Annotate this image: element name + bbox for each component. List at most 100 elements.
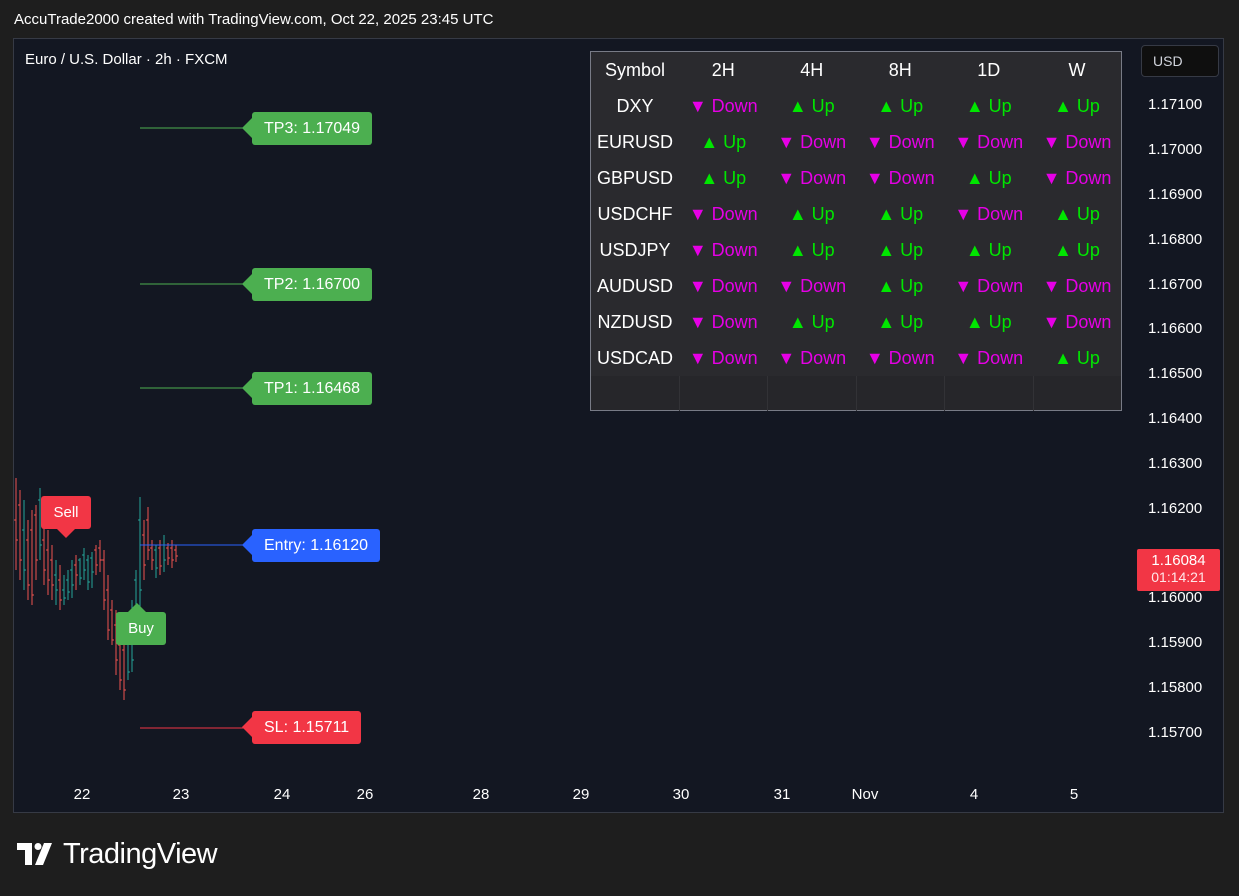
trend-symbol: AUDUSD xyxy=(596,275,673,296)
price-tick: 1.17000 xyxy=(1148,141,1203,158)
trend-cell: ▼ Down xyxy=(777,131,847,152)
trend-cell: ▲ Up xyxy=(965,311,1012,332)
time-tick: 5 xyxy=(1069,786,1079,803)
price-tick: 1.16900 xyxy=(1148,186,1203,203)
trend-symbol: USDCHF xyxy=(597,203,673,224)
trend-cell: ▼ Down xyxy=(1042,311,1112,332)
time-tick: 30 xyxy=(672,786,690,803)
trend-cell: ▼ Down xyxy=(865,167,935,188)
trend-cell: ▼ Down xyxy=(954,275,1024,296)
trend-symbol: USDCAD xyxy=(596,347,673,368)
tp3-label: TP3: 1.17049 xyxy=(241,112,373,145)
trend-cell: ▲ Up xyxy=(700,131,747,152)
trend-symbol: NZDUSD xyxy=(597,311,673,332)
time-tick: 28 xyxy=(472,786,490,803)
trend-table-row: DXY ▼ Down ▲ Up ▲ Up ▲ Up ▲ Up xyxy=(591,88,1122,124)
trend-cell: ▲ Up xyxy=(1054,203,1100,224)
trend-cell: ▲ Up xyxy=(788,311,835,332)
time-tick: Nov xyxy=(851,786,879,803)
trend-cell: ▲ Up xyxy=(1054,347,1100,368)
trend-cell: ▼ Down xyxy=(954,203,1024,224)
trend-table-row: AUDUSD ▼ Down ▼ Down ▲ Up ▼ Down ▼ Down xyxy=(591,268,1122,304)
trend-cell: ▼ Down xyxy=(777,347,847,368)
price-tick: 1.16000 xyxy=(1148,589,1203,606)
tradingview-brand: TradingView xyxy=(63,837,218,870)
trend-table-row: NZDUSD ▼ Down ▲ Up ▲ Up ▲ Up ▼ Down xyxy=(591,304,1122,340)
trend-symbol: EURUSD xyxy=(596,131,673,152)
trend-cell: ▼ Down xyxy=(688,347,758,368)
trend-cell: ▲ Up xyxy=(965,95,1012,116)
trend-cell: ▲ Up xyxy=(788,203,835,224)
price-tick: 1.16800 xyxy=(1148,231,1203,248)
tradingview-logo-icon xyxy=(17,843,52,865)
trend-table: Symbol 2H 4H 8H 1D W DXY ▼ Down ▲ Up ▲ Up ▲ … xyxy=(590,51,1122,411)
trend-symbol: USDJPY xyxy=(599,239,671,260)
time-tick: 4 xyxy=(969,786,979,803)
price-tick: 1.16300 xyxy=(1148,455,1203,472)
trend-cell: ▼ Down xyxy=(688,239,758,260)
currency-button[interactable]: USD xyxy=(1141,45,1219,77)
sl-label: SL: 1.15711 xyxy=(241,711,362,744)
header-symbol: Symbol xyxy=(604,59,666,80)
price-tick: 1.15900 xyxy=(1148,634,1203,651)
trend-symbol: DXY xyxy=(616,95,654,116)
chart-caption: AccuTrade2000 created with TradingView.c… xyxy=(14,11,494,28)
tp1-label: TP1: 1.16468 xyxy=(241,372,373,405)
trend-cell: ▲ Up xyxy=(1054,95,1100,116)
trend-cell: ▲ Up xyxy=(877,95,924,116)
trend-cell: ▼ Down xyxy=(777,275,847,296)
last-price-badge: 1.16084 01:14:21 xyxy=(1137,549,1220,591)
trend-cell: ▲ Up xyxy=(700,167,747,188)
tradingview-logo[interactable]: TradingView xyxy=(17,837,218,870)
price-axis[interactable]: 1.17100 1.17000 1.16900 1.16800 1.16700 … xyxy=(1128,0,1239,896)
header-2h: 2H xyxy=(711,59,735,80)
trend-cell: ▼ Down xyxy=(865,347,935,368)
trend-cell: ▲ Up xyxy=(877,239,924,260)
trend-cell: ▼ Down xyxy=(865,131,935,152)
trend-cell: ▼ Down xyxy=(688,203,758,224)
price-tick: 1.16700 xyxy=(1148,276,1203,293)
entry-label: Entry: 1.16120 xyxy=(241,529,381,562)
bar-countdown: 01:14:21 xyxy=(1151,569,1206,585)
trend-cell: ▼ Down xyxy=(688,95,758,116)
trend-cell: ▲ Up xyxy=(965,239,1012,260)
time-tick: 24 xyxy=(273,786,291,803)
trend-cell: ▲ Up xyxy=(1054,239,1100,260)
price-tick: 1.15700 xyxy=(1148,724,1203,741)
price-tick: 1.16200 xyxy=(1148,500,1203,517)
price-tick: 1.16400 xyxy=(1148,410,1203,427)
trend-table-row: USDCAD ▼ Down ▼ Down ▼ Down ▼ Down ▲ Up xyxy=(591,340,1122,376)
time-tick: 31 xyxy=(773,786,791,803)
price-tick: 1.15800 xyxy=(1148,679,1203,696)
price-tick: 1.16600 xyxy=(1148,320,1203,337)
trend-cell: ▼ Down xyxy=(1042,275,1112,296)
trend-cell: ▼ Down xyxy=(954,131,1024,152)
tp2-label: TP2: 1.16700 xyxy=(241,268,373,301)
trend-cell: ▲ Up xyxy=(788,95,835,116)
trend-cell: ▲ Up xyxy=(788,239,835,260)
header-4h: 4H xyxy=(800,59,824,80)
header-8h: 8H xyxy=(888,59,912,80)
trend-table-row: USDJPY ▼ Down ▲ Up ▲ Up ▲ Up ▲ Up xyxy=(591,232,1122,268)
trend-cell: ▼ Down xyxy=(777,167,847,188)
buy-signal: Buy xyxy=(116,603,166,645)
header-1d: 1D xyxy=(977,59,1001,80)
time-tick: 22 xyxy=(73,786,91,803)
trend-cell: ▼ Down xyxy=(954,347,1024,368)
sell-signal: Sell xyxy=(41,496,91,538)
trend-cell: ▼ Down xyxy=(688,275,758,296)
header-w: W xyxy=(1068,59,1086,80)
time-tick: 26 xyxy=(356,786,374,803)
trend-symbol: GBPUSD xyxy=(596,167,674,188)
trend-cell: ▲ Up xyxy=(877,275,924,296)
trend-cell: ▼ Down xyxy=(1042,131,1112,152)
price-tick: 1.17100 xyxy=(1148,96,1203,113)
trend-table-row: GBPUSD ▲ Up ▼ Down ▼ Down ▲ Up ▼ Down xyxy=(591,160,1122,196)
trend-cell: ▲ Up xyxy=(965,167,1012,188)
symbol-title[interactable]: Euro / U.S. Dollar · 2h · FXCM xyxy=(25,51,228,68)
trend-table-row: EURUSD ▲ Up ▼ Down ▼ Down ▼ Down ▼ Down xyxy=(591,124,1122,160)
trend-table-empty-row xyxy=(590,376,1122,411)
trend-table-row: USDCHF ▼ Down ▲ Up ▲ Up ▼ Down ▲ Up xyxy=(591,196,1122,232)
price-tick: 1.16500 xyxy=(1148,365,1203,382)
